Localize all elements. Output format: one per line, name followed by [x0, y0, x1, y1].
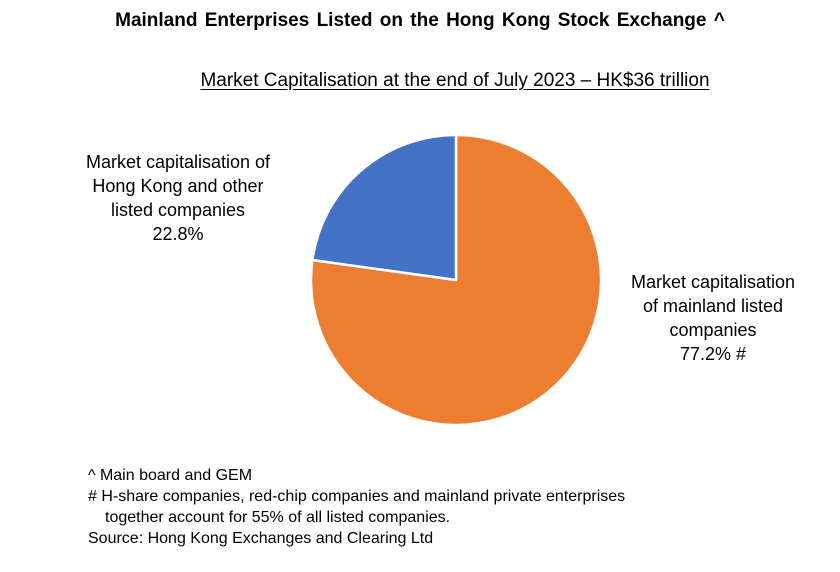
footnote-source: Source: Hong Kong Exchanges and Clearing…	[88, 530, 434, 547]
slice-value-mainland: 77.2% #	[679, 344, 747, 364]
slice-label-mainland-line-1: Market capitalisation	[630, 272, 796, 292]
footnote-h-share: # H-share companies, red-chip companies …	[88, 488, 626, 505]
slice-value-hong-kong: 22.8%	[152, 224, 204, 244]
slice-label-hong-kong-line-1: Market capitalisation of	[85, 152, 271, 172]
slice-label-mainland: Market capitalisation of mainland listed…	[603, 270, 823, 366]
chart-subtitle: Market Capitalisation at the end of July…	[0, 70, 840, 92]
pie-slice-mainland	[309, 133, 603, 427]
slice-label-hong-kong-line-2: Hong Kong and other	[92, 176, 264, 196]
slice-label-mainland-line-3: companies	[669, 320, 757, 340]
pie-slice-hong-kong	[311, 133, 458, 282]
slice-label-hong-kong-line-3: listed companies	[110, 200, 246, 220]
footnote-main-board: ^ Main board and GEM	[88, 467, 253, 484]
chart-title: Mainland Enterprises Listed on the Hong …	[115, 10, 725, 31]
slice-label-mainland-line-2: of mainland listed	[642, 296, 784, 316]
footnotes: ^ Main board and GEM # H-share companies…	[88, 465, 625, 549]
slice-label-hong-kong: Market capitalisation of Hong Kong and o…	[60, 150, 296, 246]
footnote-h-share-continued: together account for 55% of all listed c…	[105, 509, 451, 526]
chart-subtitle-text: Market Capitalisation at the end of July…	[200, 70, 710, 91]
